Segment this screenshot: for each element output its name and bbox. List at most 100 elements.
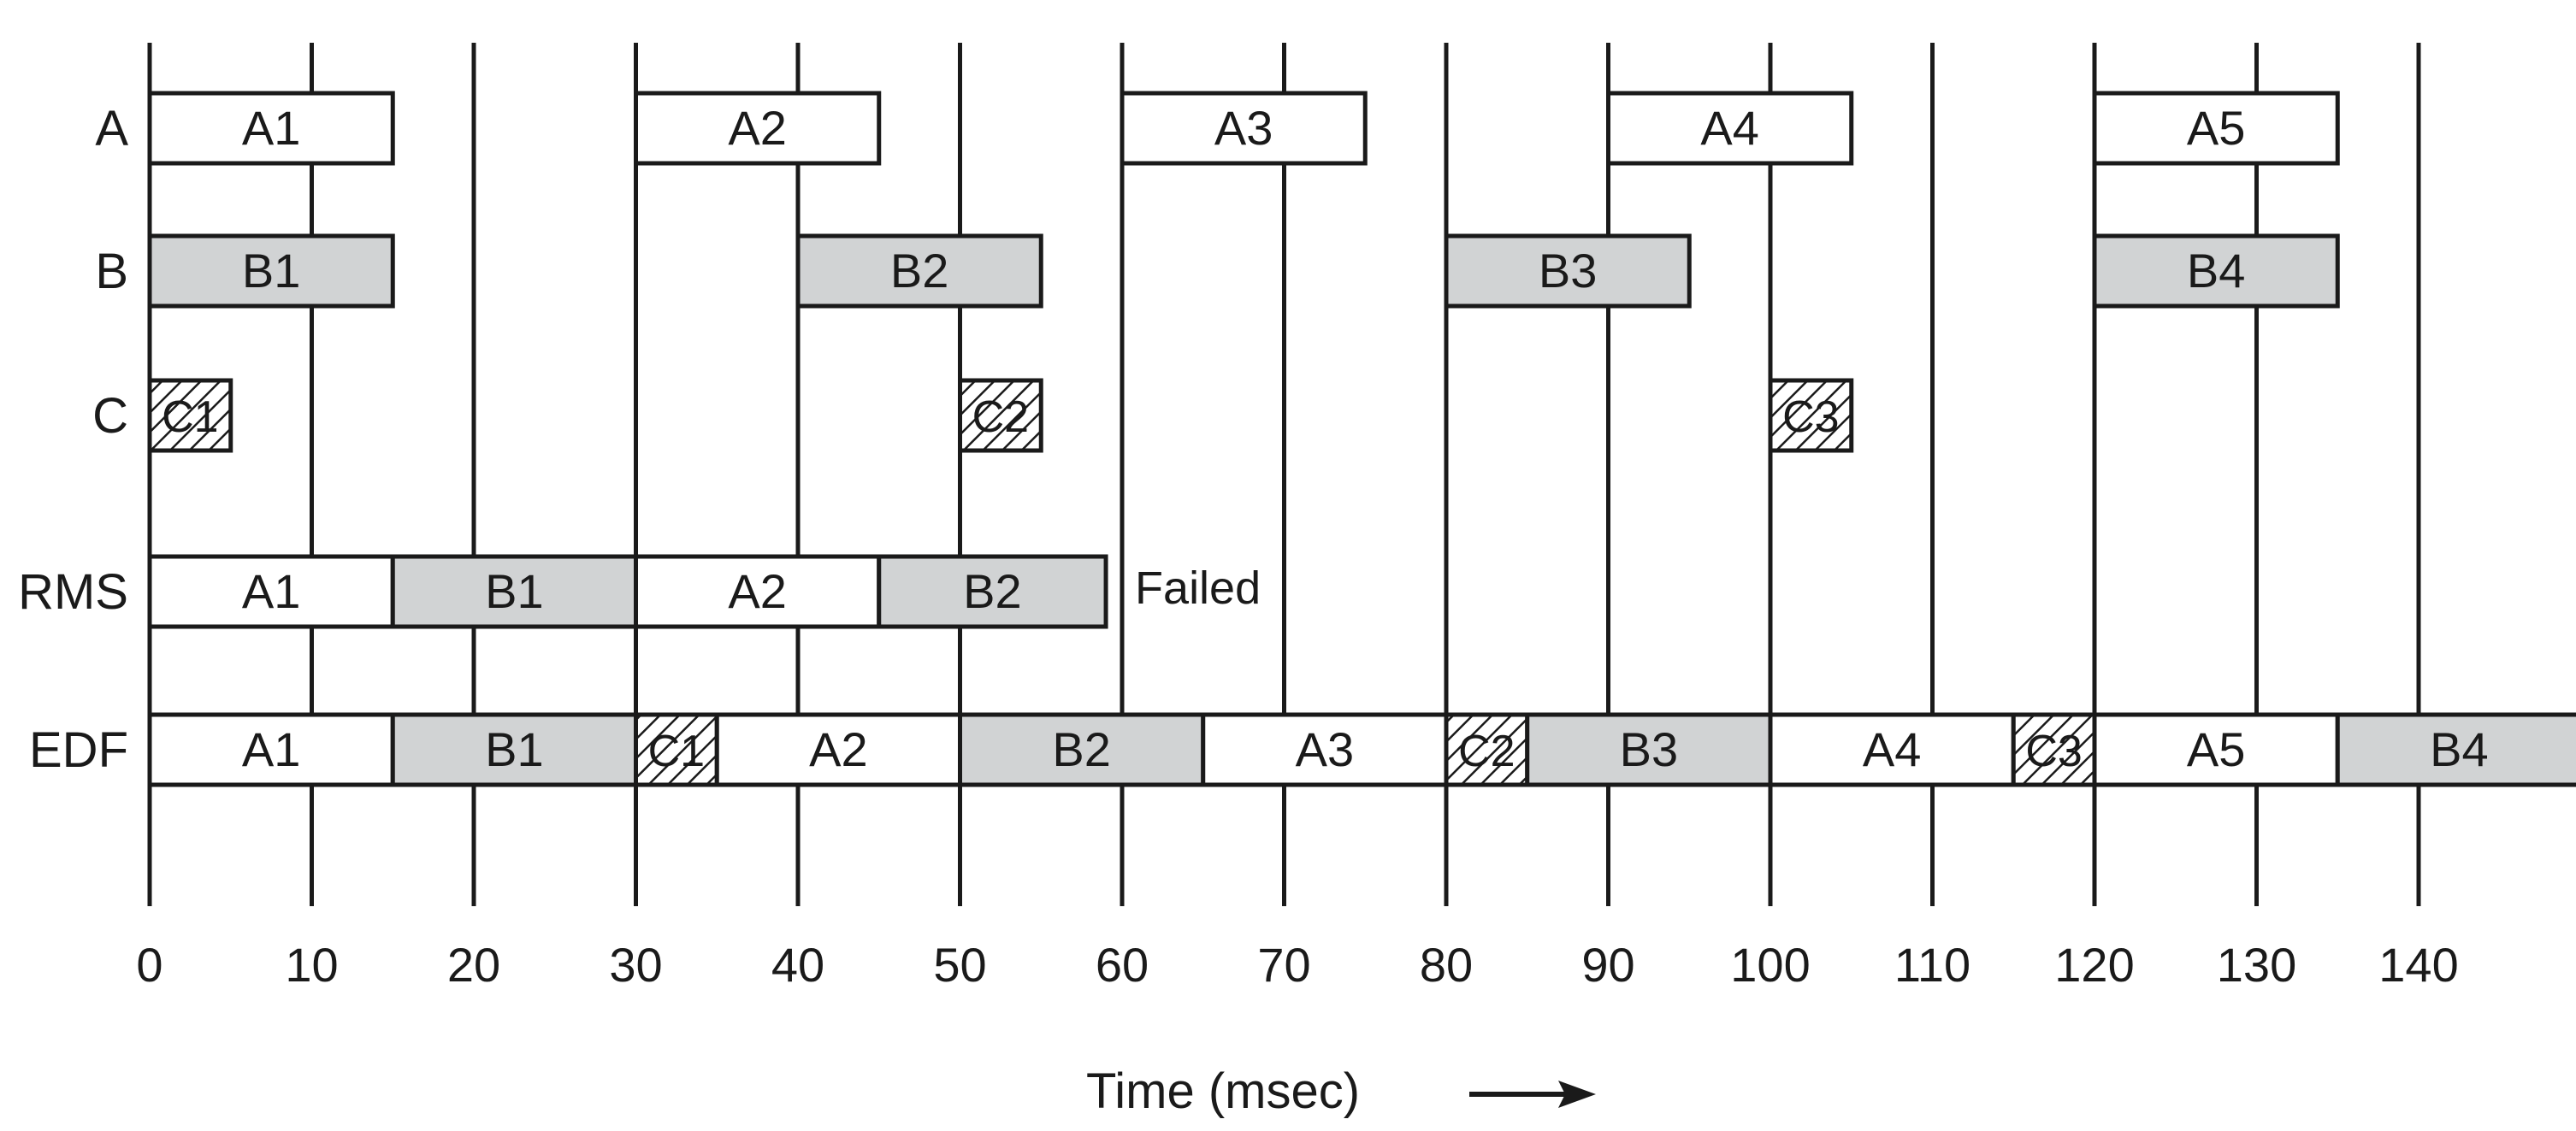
task-a4-label: A4 — [1700, 101, 1759, 155]
task-a2-label: A2 — [728, 101, 787, 155]
edf-a5-label: A5 — [2187, 722, 2246, 776]
rms-failed-note: Failed — [1135, 563, 1261, 614]
rms-b1-rect — [390, 554, 638, 629]
rms-b2-rect — [877, 554, 1108, 629]
rms-a1-label: A1 — [242, 564, 301, 618]
edf-c2: C2 — [1444, 712, 1530, 787]
schedule-blocks: A1 A2 A3 A4 A5 B1 B2 B3 B4 C1 C2 C3 A1 B1 A2 B2 A1 B1 C1 A2… — [147, 91, 2576, 787]
task-b1-rect — [147, 233, 395, 309]
tick-label-60: 60 — [1096, 938, 1149, 992]
rms-a1-rect — [147, 554, 395, 629]
rms-b1: B1 — [390, 554, 638, 629]
row-label-a: A — [95, 101, 128, 156]
tick-label-120: 120 — [2054, 938, 2134, 992]
row-labels: A B C RMS EDF — [18, 101, 128, 778]
task-c2-label: C2 — [972, 392, 1029, 442]
tick-label-110: 110 — [1894, 938, 1970, 992]
edf-a4: A4 — [1768, 712, 2016, 787]
edf-a4-label: A4 — [1863, 722, 1922, 776]
edf-b3: B3 — [1525, 712, 1773, 787]
edf-a5: A5 — [2092, 712, 2340, 787]
edf-b2-rect — [958, 712, 1206, 787]
rms-b2-label: B2 — [963, 564, 1022, 618]
task-c2-rect — [958, 378, 1043, 453]
task-a5-rect — [2092, 91, 2340, 166]
edf-c1: C1 — [634, 712, 719, 787]
tick-label-130: 130 — [2217, 938, 2296, 992]
edf-a2-label: A2 — [809, 722, 868, 776]
rms-a1: A1 — [147, 554, 395, 629]
edf-b2-label: B2 — [1052, 722, 1111, 776]
task-b4: B4 — [2092, 233, 2340, 309]
edf-b3-label: B3 — [1620, 722, 1679, 776]
tick-label-100: 100 — [1730, 938, 1810, 992]
edf-a5-rect — [2092, 712, 2340, 787]
edf-a1-label: A1 — [242, 722, 301, 776]
task-a3-label: A3 — [1214, 101, 1273, 155]
rms-b1-label: B1 — [485, 564, 544, 618]
task-b2: B2 — [795, 233, 1043, 309]
edf-a2-rect — [714, 712, 962, 787]
task-c1-rect — [147, 378, 233, 453]
task-b3-label: B3 — [1539, 244, 1598, 297]
task-a5: A5 — [2092, 91, 2340, 166]
notes: Failed — [1135, 563, 1261, 614]
edf-a1-rect — [147, 712, 395, 787]
edf-b1-rect — [390, 712, 638, 787]
task-c3: C3 — [1768, 378, 1854, 453]
tick-label-70: 70 — [1257, 938, 1310, 992]
task-a4-rect — [1606, 91, 1854, 166]
task-b2-rect — [795, 233, 1043, 309]
task-c3-label: C3 — [1782, 392, 1839, 442]
rms-a2-label: A2 — [728, 564, 787, 618]
edf-c1-label: C1 — [648, 727, 705, 776]
task-a4: A4 — [1606, 91, 1854, 166]
edf-b4: B4 — [2335, 712, 2576, 787]
edf-b2: B2 — [958, 712, 1206, 787]
task-b1: B1 — [147, 233, 395, 309]
task-c1-label: C1 — [162, 392, 218, 442]
tick-label-90: 90 — [1581, 938, 1634, 992]
edf-a1: A1 — [147, 712, 395, 787]
row-label-edf: EDF — [29, 722, 128, 778]
row-label-c: C — [92, 388, 128, 444]
edf-a2: A2 — [714, 712, 962, 787]
task-c3-rect — [1768, 378, 1854, 453]
edf-c2-label: C2 — [1458, 727, 1515, 776]
rms-a2: A2 — [634, 554, 882, 629]
tick-label-140: 140 — [2378, 938, 2458, 992]
task-a1-rect — [147, 91, 395, 166]
edf-c2-rect — [1444, 712, 1530, 787]
edf-b1: B1 — [390, 712, 638, 787]
row-label-rms: RMS — [18, 564, 128, 620]
edf-c1-rect — [634, 712, 719, 787]
edf-c3: C3 — [2011, 712, 2097, 787]
task-b4-rect — [2092, 233, 2340, 309]
edf-c3-label: C3 — [2025, 727, 2082, 776]
task-a2: A2 — [634, 91, 882, 166]
task-a1: A1 — [147, 91, 395, 166]
task-a3: A3 — [1120, 91, 1368, 166]
task-b2-label: B2 — [890, 244, 949, 297]
task-b3-rect — [1444, 233, 1692, 309]
task-c1: C1 — [147, 378, 233, 453]
task-c2: C2 — [958, 378, 1043, 453]
edf-b1-label: B1 — [485, 722, 544, 776]
row-label-b: B — [95, 244, 128, 299]
tick-label-10: 10 — [285, 938, 338, 992]
edf-b3-rect — [1525, 712, 1773, 787]
task-b4-label: B4 — [2187, 244, 2246, 297]
tick-label-30: 30 — [609, 938, 662, 992]
task-a2-rect — [634, 91, 882, 166]
task-a3-rect — [1120, 91, 1368, 166]
task-b3: B3 — [1444, 233, 1692, 309]
edf-a3: A3 — [1201, 712, 1449, 787]
axis-title: Time (msec) — [1086, 1063, 1360, 1119]
edf-a3-label: A3 — [1296, 722, 1355, 776]
tick-label-0: 0 — [136, 938, 162, 992]
rms-b2: B2 — [877, 554, 1108, 629]
tick-label-50: 50 — [933, 938, 986, 992]
time-axis: 0 10 20 30 40 50 60 70 80 90 100 110 120 130 140 Time (… — [136, 938, 2458, 1119]
task-a1-label: A1 — [242, 101, 301, 155]
